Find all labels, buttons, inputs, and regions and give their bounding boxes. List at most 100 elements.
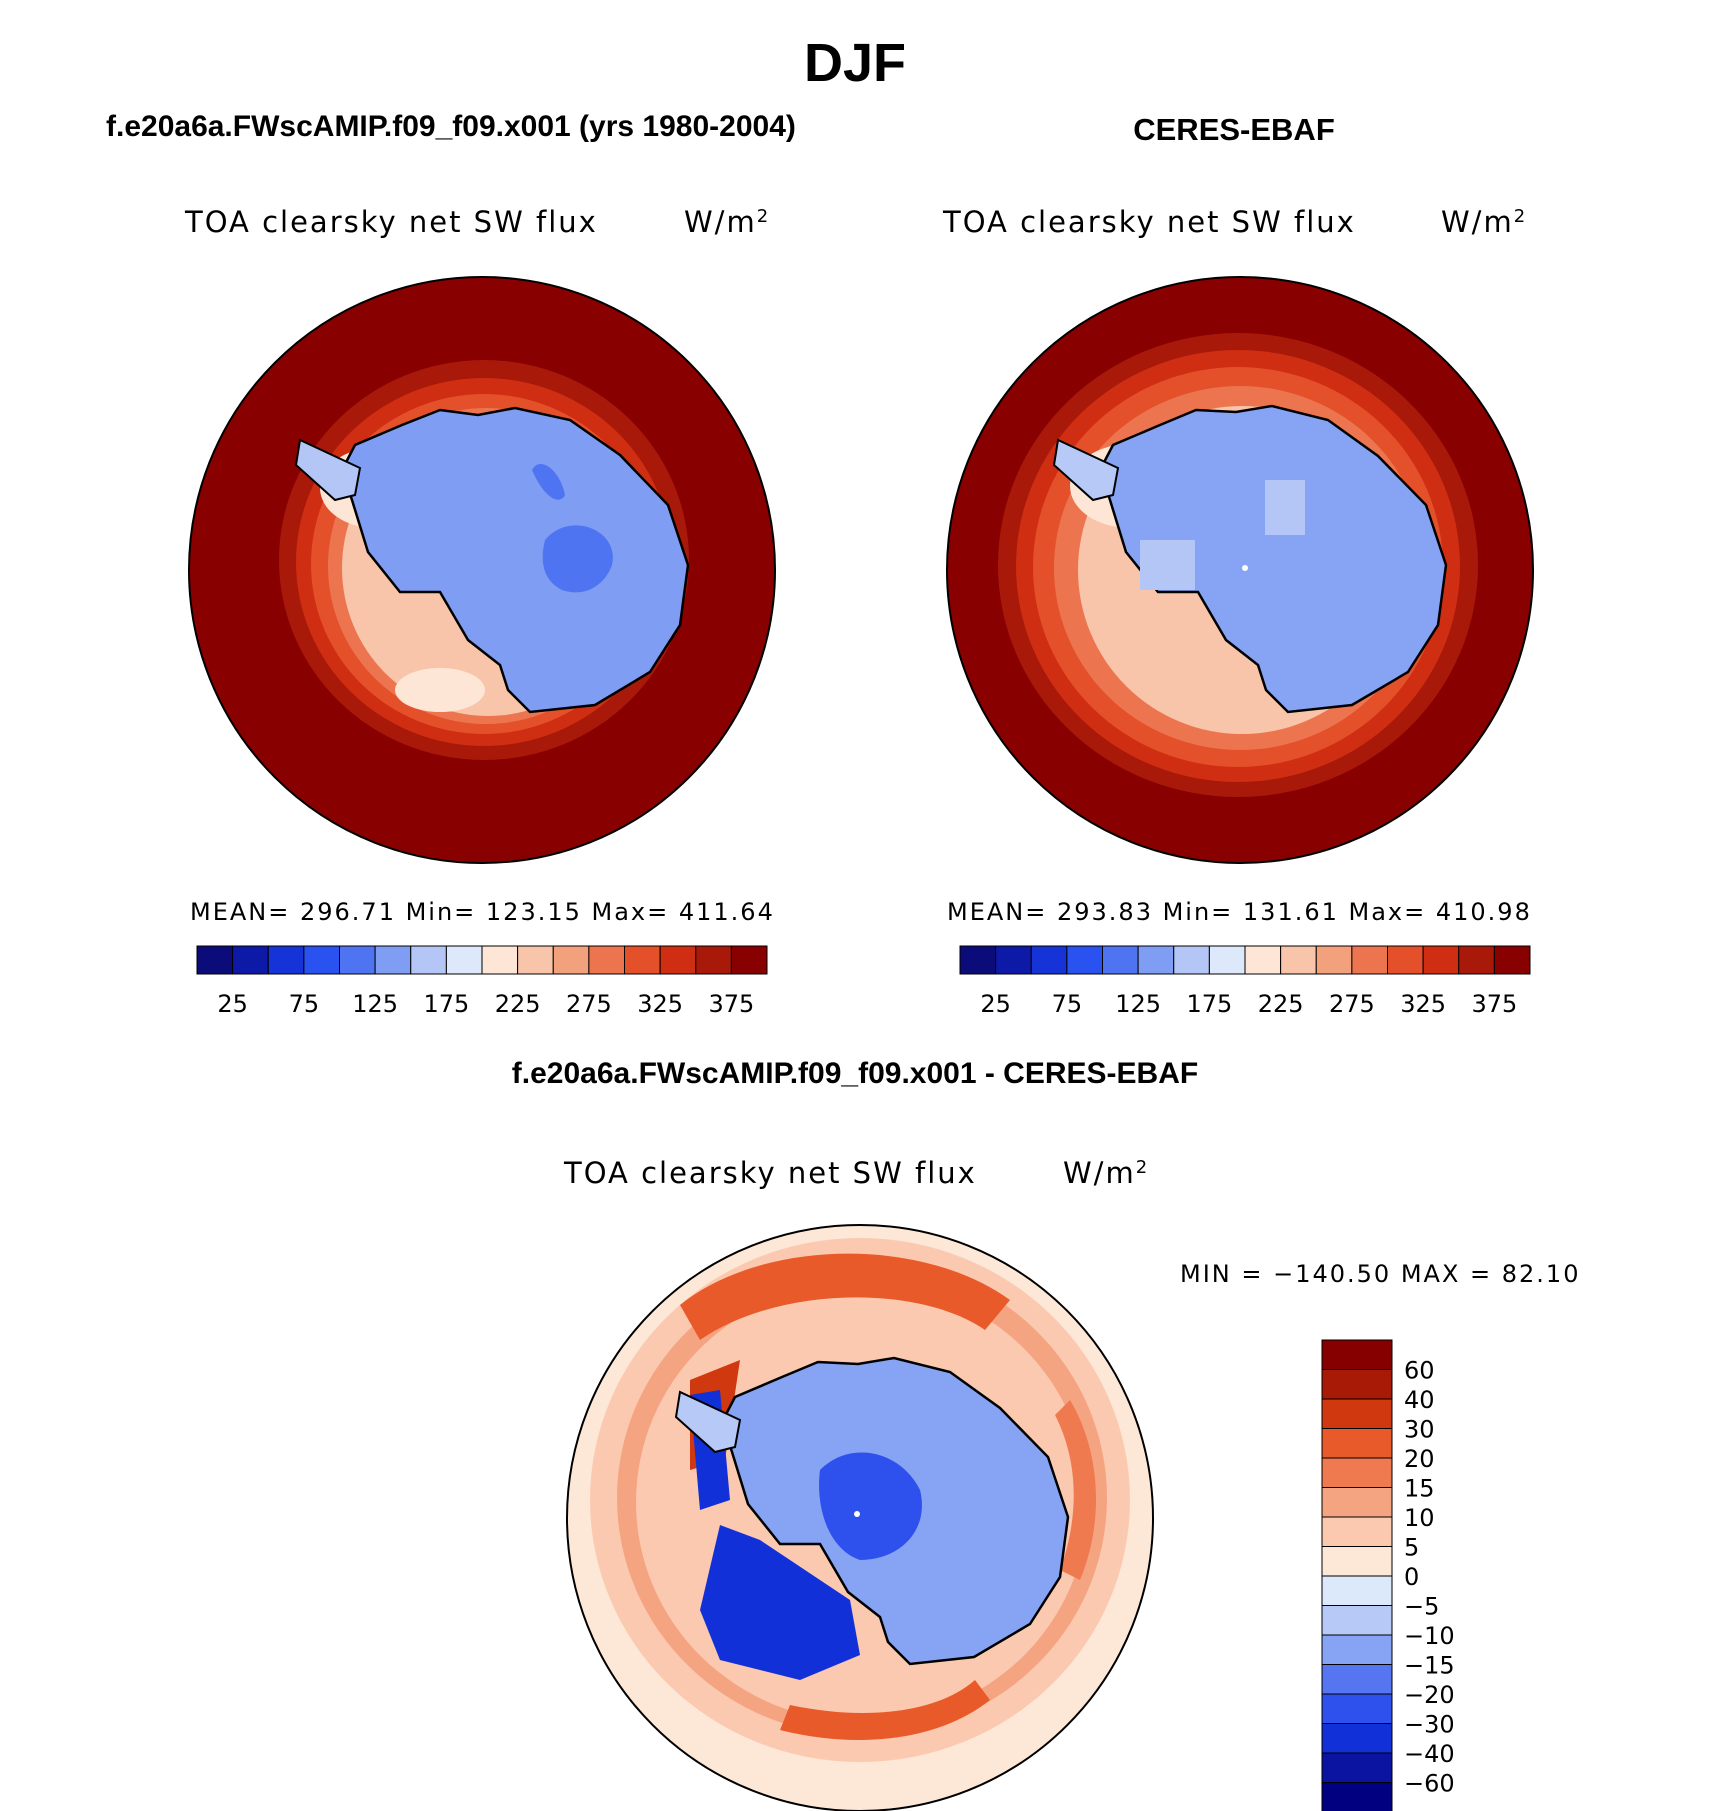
model-colorbar-swatch-5 [374, 945, 412, 975]
model-colorbar-swatch-10 [552, 945, 590, 975]
obs-colorbar-swatch-11 [1351, 945, 1388, 975]
model-weddell-band [395, 668, 485, 712]
obs-colorbar-tick-label: 125 [1115, 990, 1161, 1018]
model-map-border [188, 276, 776, 864]
diff-colorbar-swatch-7 [1321, 1546, 1393, 1577]
diff-colorbar-swatch-1 [1321, 1369, 1393, 1400]
obs-colorbar-tick-label: 75 [1052, 990, 1083, 1018]
diff-north-positive-arc [680, 1253, 1010, 1340]
season-title: DJF [803, 33, 907, 93]
model-colorbar-tick-label: 225 [495, 990, 541, 1018]
diff-colorbar-tick-label: −40 [1404, 1740, 1455, 1768]
diff-weddell-negative [700, 1525, 860, 1680]
diff-colorbar-tick-label: 15 [1404, 1475, 1435, 1503]
model-interior-low [542, 525, 613, 593]
model-peninsula [294, 438, 362, 502]
obs-peninsula [1052, 438, 1120, 502]
diff-colorbar-swatch-12 [1321, 1693, 1393, 1724]
obs-colorbar-tick-label: 225 [1258, 990, 1304, 1018]
diff-polar-map [567, 1225, 1153, 1811]
obs-stats: MEAN= 293.83 Min= 131.61 Max= 410.98 [947, 898, 1532, 926]
model-colorbar-tick-label: 275 [566, 990, 612, 1018]
obs-colorbar-swatch-4 [1102, 945, 1139, 975]
diff-pole-point [854, 1511, 860, 1517]
diff-east-positive-arc [1055, 1400, 1097, 1580]
obs-colorbar-swatch-9 [1280, 945, 1317, 975]
obs-panel-title: CERES-EBAF [1133, 112, 1335, 147]
model-colorbar-tick-label: 75 [289, 990, 320, 1018]
diff-colorbar-swatch-3 [1321, 1428, 1393, 1459]
diff-colorbar-tick-label: −60 [1404, 1770, 1455, 1798]
diff-colorbar-tick-label: 0 [1404, 1563, 1419, 1591]
model-units-label: W/m2 [684, 205, 769, 239]
diff-colorbar-swatch-15 [1321, 1782, 1393, 1811]
diff-south-positive-arc [780, 1680, 990, 1740]
diff-colorbar-swatch-5 [1321, 1487, 1393, 1518]
model-stats: MEAN= 296.71 Min= 123.15 Max= 411.64 [190, 898, 775, 926]
diff-interior-negative [819, 1452, 922, 1560]
diff-colorbar-tick-label: 40 [1404, 1386, 1435, 1414]
obs-pole-point [1242, 565, 1248, 571]
obs-map-border [946, 276, 1534, 864]
diff-colorbar-swatch-0 [1321, 1339, 1393, 1370]
diff-map-border [566, 1224, 1154, 1811]
diff-panel-title: f.e20a6a.FWscAMIP.f09_f09.x001 - CERES-E… [511, 1057, 1199, 1090]
model-colorbar-swatch-14 [695, 945, 732, 975]
model-colorbar-tick-label: 25 [217, 990, 248, 1018]
model-colorbar-swatch-9 [517, 945, 554, 975]
model-colorbar-swatch-7 [445, 945, 483, 975]
diff-colorbar-swatch-9 [1321, 1605, 1393, 1636]
obs-colorbar-swatch-1 [995, 945, 1032, 975]
obs-colorbar-tick-label: 325 [1400, 990, 1446, 1018]
model-colorbar-swatch-3 [303, 945, 340, 975]
obs-colorbar-swatch-8 [1244, 945, 1282, 975]
diff-colorbar-tick-label: 5 [1404, 1534, 1419, 1562]
model-colorbar-swatch-11 [588, 945, 625, 975]
obs-interior-patch-1 [1140, 540, 1195, 590]
diff-colorbar-swatch-13 [1321, 1723, 1393, 1754]
diff-colorbar-tick-label: 20 [1404, 1445, 1435, 1473]
diff-colorbar-tick-label: −10 [1404, 1622, 1455, 1650]
diff-colorbar-swatch-11 [1321, 1664, 1393, 1695]
model-colorbar-swatch-8 [481, 945, 519, 975]
obs-colorbar-swatch-5 [1137, 945, 1175, 975]
diff-stats: MIN = −140.50 MAX = 82.10 [1180, 1260, 1581, 1288]
obs-colorbar-swatch-10 [1315, 945, 1353, 975]
model-colorbar-swatch-2 [267, 945, 305, 975]
obs-polar-map [947, 277, 1533, 863]
obs-colorbar-swatch-14 [1458, 945, 1495, 975]
obs-interior-patch-2 [1265, 480, 1305, 535]
model-colorbar-swatch-13 [659, 945, 697, 975]
diff-colorbar-tick-label: −15 [1404, 1652, 1455, 1680]
obs-colorbar-swatch-7 [1208, 945, 1246, 975]
obs-colorbar-swatch-6 [1173, 945, 1210, 975]
diff-colorbar-tick-label: 60 [1404, 1357, 1435, 1385]
obs-colorbar-tick-label: 25 [980, 990, 1011, 1018]
model-colorbar-swatch-0 [196, 945, 234, 975]
diff-units-label: W/m2 [1063, 1156, 1148, 1190]
obs-colorbar-swatch-2 [1030, 945, 1068, 975]
model-colorbar-tick-label: 175 [423, 990, 469, 1018]
model-colorbar-tick-label: 375 [708, 990, 754, 1018]
diff-colorbar-swatch-14 [1321, 1752, 1393, 1783]
model-colorbar-swatch-4 [339, 945, 376, 975]
diff-colorbar-swatch-8 [1321, 1575, 1393, 1606]
diff-colorbar-tick-label: −5 [1404, 1593, 1439, 1621]
diff-colorbar-tick-label: −30 [1404, 1711, 1455, 1739]
obs-colorbar-swatch-3 [1066, 945, 1103, 975]
diff-colorbar-swatch-6 [1321, 1516, 1393, 1547]
diff-peninsula [674, 1390, 742, 1454]
model-colorbar-swatch-1 [232, 945, 269, 975]
diff-colorbar-swatch-4 [1321, 1457, 1393, 1488]
diff-colorbar-tick-label: 30 [1404, 1416, 1435, 1444]
obs-colorbar-swatch-0 [959, 945, 997, 975]
model-colorbar-swatch-15 [730, 945, 768, 975]
obs-colorbar-swatch-15 [1493, 945, 1531, 975]
obs-colorbar: 25 75 125 175 225 275 325 375 [959, 945, 1531, 1018]
obs-colorbar-swatch-13 [1422, 945, 1460, 975]
diff-colorbar-tick-label: −20 [1404, 1681, 1455, 1709]
obs-colorbar-tick-label: 375 [1471, 990, 1517, 1018]
model-colorbar-swatch-12 [624, 945, 661, 975]
